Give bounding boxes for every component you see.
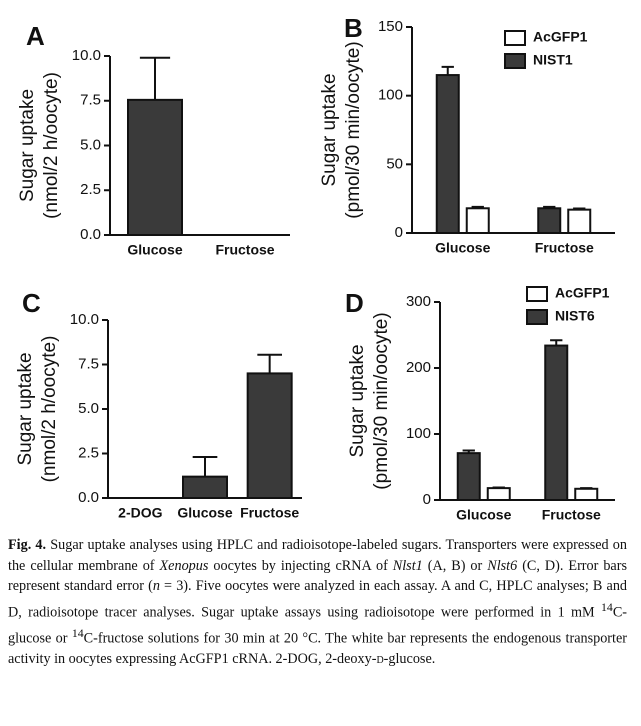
x-tick-label: Glucose (435, 240, 490, 256)
y-axis-label: Sugar uptake (17, 89, 38, 202)
error-bar (192, 456, 218, 477)
panel-label: D (345, 288, 364, 318)
y-tick-label: 200 (406, 359, 431, 376)
error-bar (580, 487, 593, 490)
caption-run: Sugar uptake analyses using HPLC and rad… (8, 537, 627, 574)
caption-run: D (376, 650, 384, 667)
x-tick-label: 2-DOG (118, 505, 162, 521)
legend-label: AcGFP1 (533, 29, 588, 45)
bar (537, 207, 562, 234)
error-bar (462, 449, 475, 454)
panel-label: A (26, 21, 45, 51)
caption-run: (A, B) or (422, 557, 488, 574)
bar (567, 208, 592, 235)
legend-label: NIST1 (533, 52, 573, 68)
error-bar (471, 205, 484, 209)
y-axis-label: (pmol/30 min/oocyte) (371, 312, 392, 489)
bar (456, 452, 481, 502)
caption-run: Nlst6 (487, 557, 518, 574)
y-tick-label: 0.0 (80, 226, 101, 243)
error-bar (257, 353, 282, 374)
bar (246, 372, 293, 499)
y-tick-label: 2.5 (78, 444, 99, 461)
bar (435, 74, 460, 234)
y-tick-label: 10.0 (72, 47, 101, 64)
bar (465, 207, 490, 234)
y-tick-label: 5.0 (78, 400, 99, 417)
y-tick-label: 7.5 (78, 355, 99, 372)
bar (182, 475, 228, 500)
bar (544, 344, 569, 501)
y-tick-label: 10.0 (70, 311, 99, 328)
y-tick-label: 5.0 (80, 136, 101, 153)
y-tick-label: 0 (395, 224, 403, 241)
x-tick-label: Fructose (535, 240, 594, 256)
y-tick-label: 7.5 (80, 92, 101, 109)
bar (486, 487, 511, 501)
caption-run: (C, D). Error bars represent standard er… (8, 557, 627, 595)
panel-label: B (344, 13, 363, 43)
y-axis-label: Sugar uptake (319, 73, 340, 186)
error-bar (139, 56, 171, 100)
y-axis-label: Sugar uptake (15, 352, 36, 465)
legend-label: NIST6 (555, 308, 595, 324)
x-tick-label: Glucose (456, 507, 511, 523)
caption-run: C-fructose solutions for 30 min at 20 °C… (8, 630, 627, 667)
y-tick-label: 50 (386, 155, 403, 172)
caption-run: Xenopus (159, 557, 209, 574)
legend-swatch (526, 286, 548, 302)
caption-run: n (152, 578, 160, 594)
error-bar (492, 486, 505, 489)
caption-run: Nlst1 (392, 557, 423, 574)
y-axis-label: (pmol/30 min/oocyte) (343, 41, 364, 218)
y-tick-label: 300 (406, 293, 431, 310)
x-tick-label: Fructose (240, 505, 299, 521)
legend-swatch (504, 30, 526, 46)
bar (127, 98, 183, 237)
caption-run: 14 (600, 599, 613, 614)
bar (574, 487, 599, 501)
y-tick-label: 150 (378, 18, 403, 35)
y-axis-label: (nmol/2 h/oocyte) (41, 72, 62, 219)
caption-run: 14 (71, 625, 84, 640)
caption: Fig. 4. Sugar uptake analyses using HPLC… (0, 533, 641, 669)
panel-label: C (22, 288, 41, 318)
y-tick-label: 100 (378, 87, 403, 104)
legend-label: AcGFP1 (555, 285, 610, 301)
x-tick-label: Glucose (177, 505, 232, 521)
error-bar (573, 207, 586, 210)
caption-run: Fig. 4. (8, 537, 47, 553)
x-tick-label: Fructose (542, 507, 601, 523)
y-axis-label: (nmol/2 h/oocyte) (39, 336, 60, 483)
caption-run: oocytes by injecting cRNA of (208, 557, 393, 574)
y-tick-label: 2.5 (80, 181, 101, 198)
error-bar (441, 65, 454, 76)
error-bar (543, 205, 556, 209)
y-tick-label: 100 (406, 425, 431, 442)
caption-run: = 3). Five oocytes were analyzed in each… (8, 578, 628, 621)
caption-run: -glucose. (383, 650, 436, 667)
x-tick-label: Fructose (215, 242, 274, 258)
error-bar (550, 339, 563, 346)
caption-run: C-glucose or (8, 604, 627, 647)
y-axis-label: Sugar uptake (347, 344, 368, 457)
legend-swatch (526, 309, 548, 325)
y-tick-label: 0 (423, 491, 431, 508)
legend-swatch (504, 53, 526, 69)
x-tick-label: Glucose (127, 242, 182, 258)
y-tick-label: 0.0 (78, 489, 99, 506)
